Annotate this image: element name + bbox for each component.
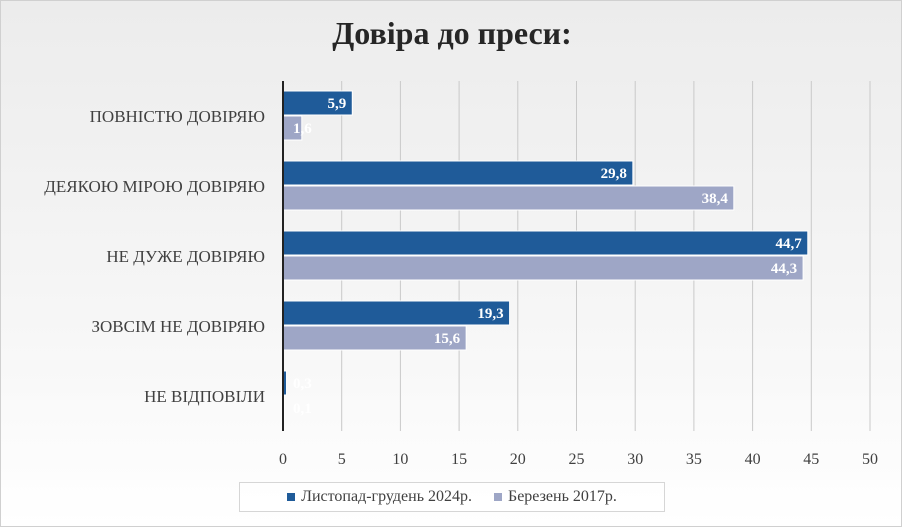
bar-s0-0	[282, 90, 353, 116]
x-tick-label-25: 25	[569, 451, 585, 468]
bar-s1-2	[282, 255, 804, 281]
data-label-s0-2: 44,7	[776, 236, 803, 252]
data-label-s0-4: 0,3	[293, 376, 312, 392]
data-label-s0-3: 19,3	[477, 306, 503, 322]
x-tick-label-15: 15	[451, 451, 467, 468]
category-label-0: ПОВНІСТЮ ДОВІРЯЮ	[90, 107, 265, 126]
chart-title: Довіра до преси:	[332, 15, 572, 51]
legend-item-2024: Листопад-грудень 2024р.	[287, 488, 472, 506]
category-label-3: ЗОВСІМ НЕ ДОВІРЯЮ	[92, 317, 265, 336]
x-tick-label-50: 50	[862, 451, 878, 468]
legend-label-2017: Березень 2017р.	[508, 488, 617, 505]
data-label-s0-0: 5,9	[328, 96, 347, 112]
legend-label-2024: Листопад-грудень 2024р.	[301, 488, 472, 505]
category-label-4: НЕ ВІДПОВІЛИ	[144, 387, 265, 406]
legend-swatch-2024	[287, 493, 296, 501]
x-tick-label-20: 20	[510, 451, 526, 468]
x-tick-label-35: 35	[686, 451, 702, 468]
data-label-s1-0: 1,6	[293, 121, 312, 137]
x-tick-label-30: 30	[627, 451, 643, 468]
bar-s1-3	[282, 325, 467, 351]
legend-swatch-2017	[494, 493, 502, 501]
x-tick-label-45: 45	[803, 451, 819, 468]
x-tick-label-5: 5	[338, 451, 346, 468]
legend: Листопад-грудень 2024р. Березень 2017р.	[239, 482, 665, 512]
category-label-2: НЕ ДУЖЕ ДОВІРЯЮ	[106, 247, 265, 266]
x-tick-label-0: 0	[279, 451, 287, 468]
x-tick-label-10: 10	[392, 451, 408, 468]
bar-s0-2	[282, 230, 809, 256]
data-label-s1-2: 44,3	[771, 261, 797, 277]
x-tick-label-40: 40	[745, 451, 761, 468]
bar-s0-3	[282, 300, 511, 326]
bar-s0-1	[282, 160, 634, 186]
data-label-s1-1: 38,4	[702, 191, 729, 207]
data-label-s1-3: 15,6	[434, 331, 461, 347]
category-label-1: ДЕЯКОЮ МІРОЮ ДОВІРЯЮ	[44, 177, 265, 196]
data-label-s0-1: 29,8	[601, 166, 627, 182]
bar-s1-1	[282, 185, 735, 211]
data-label-s1-4: 0,1	[293, 401, 312, 417]
legend-item-2017: Березень 2017р.	[494, 488, 617, 506]
